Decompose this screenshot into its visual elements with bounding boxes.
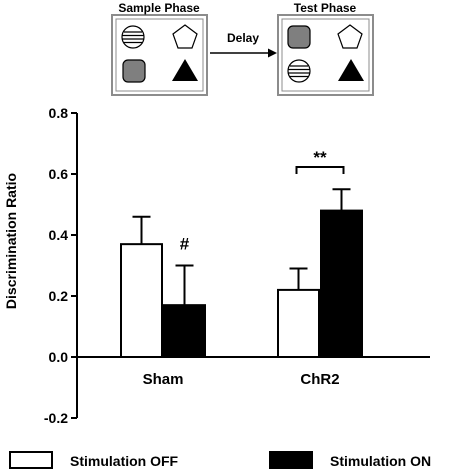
- legend-label-on: Stimulation ON: [330, 453, 431, 469]
- test-phase-panel: Test Phase: [277, 1, 374, 96]
- striped-circle-icon: [287, 59, 311, 83]
- triangle-icon: [338, 59, 364, 81]
- test-phase-box-inner: [281, 18, 370, 92]
- test-phase-label: Test Phase: [294, 1, 357, 15]
- bar: [120, 243, 163, 358]
- rounded-square-icon: [287, 25, 311, 49]
- bar: [277, 288, 320, 358]
- sample-phase-label: Sample Phase: [118, 1, 200, 15]
- legend-swatch-off: [9, 451, 53, 469]
- arrowhead-icon: [268, 48, 277, 58]
- y-ticks: -0.2 0.0 0.2 0.4 0.6 0.8: [44, 105, 77, 426]
- triangle-icon: [172, 59, 198, 81]
- y-axis-label: Discrimination Ratio: [3, 173, 19, 309]
- x-tick-label: Sham: [143, 371, 184, 388]
- bars: [120, 188, 363, 358]
- significance-label: **: [313, 148, 327, 167]
- delay-label: Delay: [227, 31, 259, 45]
- bar: [320, 209, 363, 358]
- pentagon-icon: [172, 24, 198, 49]
- legend-swatch-on: [269, 451, 313, 469]
- sample-phase-box-outer: [111, 14, 208, 96]
- rounded-square-icon: [122, 59, 146, 83]
- sample-phase-panel: Sample Phase: [111, 1, 208, 96]
- significance-bracket: [295, 166, 345, 174]
- bar: [163, 304, 206, 358]
- annotations: # **: [180, 148, 345, 254]
- legend: Stimulation OFF Stimulation ON: [9, 451, 431, 469]
- y-tick-label: 0.8: [49, 105, 69, 121]
- striped-circle-icon: [121, 25, 145, 49]
- x-tick-label: ChR2: [300, 371, 339, 388]
- significance-label: #: [180, 235, 190, 254]
- y-tick-label: 0.4: [49, 227, 69, 243]
- legend-item-on: Stimulation ON: [269, 451, 431, 469]
- pentagon-icon: [337, 24, 363, 49]
- sample-phase-box-inner: [115, 18, 204, 92]
- x-tick-labels: Sham ChR2: [143, 371, 340, 388]
- y-tick-label: 0.0: [49, 349, 69, 365]
- y-tick-label: 0.2: [49, 288, 69, 304]
- delay-arrow: Delay: [210, 31, 277, 58]
- bar-chart: Discrimination Ratio -0.2 0.0 0.2 0.4 0.6 0.8…: [3, 105, 430, 426]
- test-phase-box-outer: [277, 14, 374, 96]
- legend-label-off: Stimulation OFF: [70, 453, 179, 469]
- y-tick-label: -0.2: [44, 410, 68, 426]
- legend-item-off: Stimulation OFF: [9, 451, 179, 469]
- y-tick-label: 0.6: [49, 166, 69, 182]
